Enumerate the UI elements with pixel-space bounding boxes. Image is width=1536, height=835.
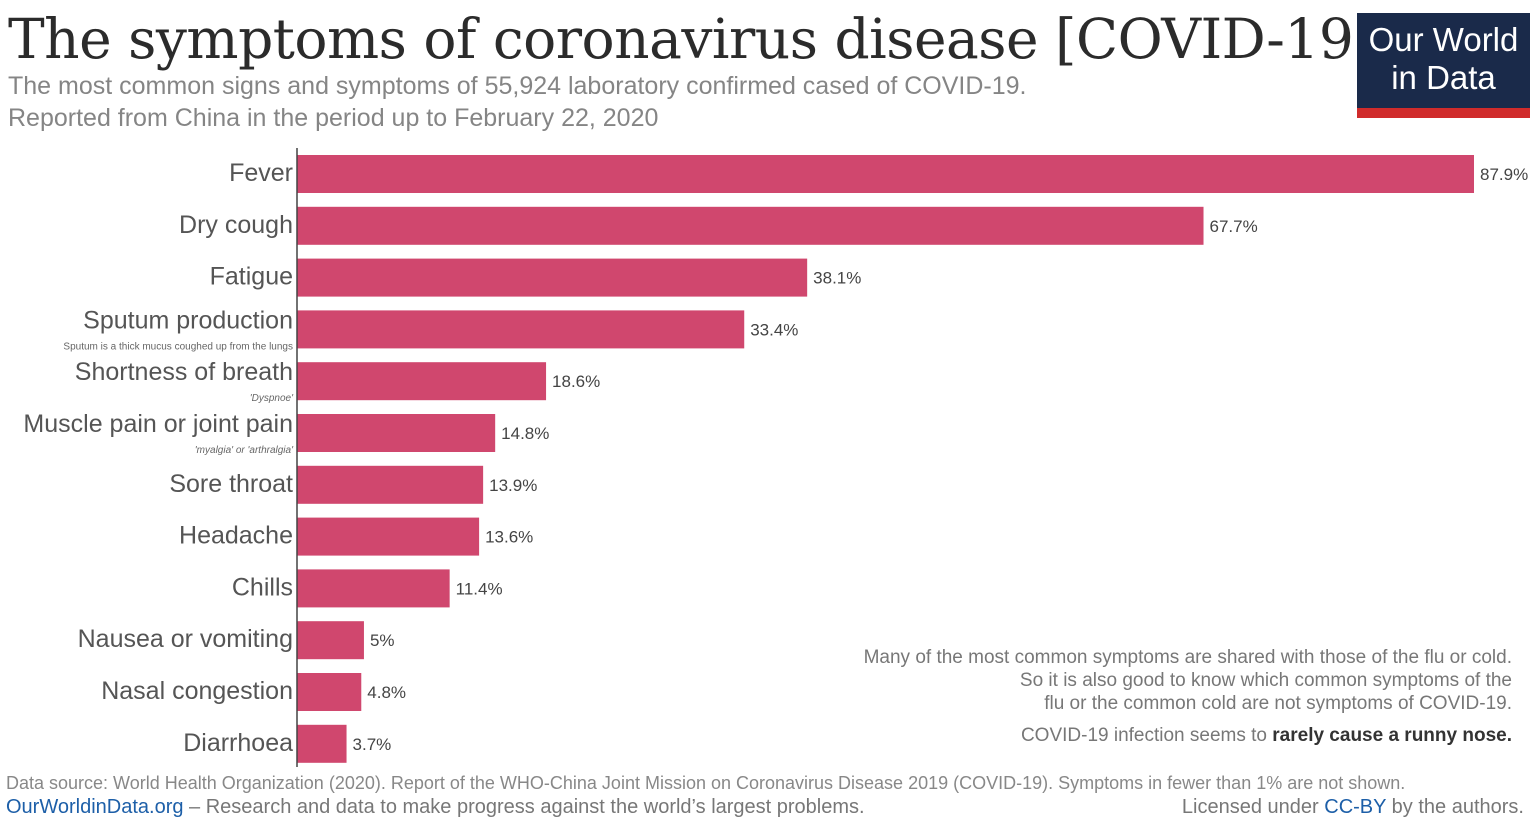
category-label-5: Muscle pain or joint pain <box>23 410 293 438</box>
license-text: Licensed under CC-BY by the authors. <box>1182 794 1524 820</box>
bar-1 <box>297 206 1204 245</box>
category-label-10: Nasal congestion <box>101 677 293 705</box>
logo-line-2: in Data <box>1391 59 1496 96</box>
value-label-5: 14.8% <box>501 424 549 443</box>
category-label-4: Shortness of breath <box>75 358 293 386</box>
data-source: Data source: World Health Organization (… <box>6 773 1406 793</box>
category-label-2: Fatigue <box>210 263 293 291</box>
logo-line-1: Our World <box>1368 21 1519 58</box>
category-label-6: Sore throat <box>169 470 293 498</box>
category-label-1: Dry cough <box>179 211 293 239</box>
license-prefix: Licensed under <box>1181 796 1325 818</box>
footer: OurWorldinData.org – Research and data t… <box>6 794 1524 820</box>
bar-9 <box>297 621 364 660</box>
category-label-3: Sputum production <box>83 306 293 334</box>
bar-5 <box>297 414 496 452</box>
bar-7 <box>297 517 480 556</box>
category-label-11: Diarrhoea <box>183 729 293 757</box>
value-label-3: 33.4% <box>750 320 798 339</box>
category-label-7: Headache <box>179 522 293 550</box>
subtitle-line-2: Reported from China in the period up to … <box>8 104 659 132</box>
value-label-2: 38.1% <box>813 269 861 288</box>
bar-6 <box>297 465 484 504</box>
category-label-9: Nausea or vomiting <box>78 625 293 653</box>
bar-8 <box>297 569 450 608</box>
note-runny-prefix: COVID-19 infection seems to <box>1020 725 1273 746</box>
category-label-8: Chills <box>232 573 293 601</box>
value-label-11: 3.7% <box>353 735 392 754</box>
chart-subtitle: The most common signs and symptoms of 55… <box>8 70 1308 134</box>
license-suffix: by the authors. <box>1386 796 1524 818</box>
bar-11 <box>297 724 347 763</box>
value-label-4: 18.6% <box>552 372 600 391</box>
bar-0 <box>297 155 1474 193</box>
bar-3 <box>297 310 745 349</box>
chart-title: The symptoms of coronavirus disease [COV… <box>8 7 1375 71</box>
chart-annotation: Many of the most common symptoms are sha… <box>752 646 1512 747</box>
value-label-6: 13.9% <box>489 476 537 495</box>
category-sublabel-4: 'Dyspnoe' <box>250 393 294 404</box>
note-line-2: So it is also good to know which common … <box>1019 670 1512 691</box>
bar-2 <box>297 258 808 297</box>
footer-tagline: – Research and data to make progress aga… <box>183 796 865 818</box>
category-label-0: Fever <box>229 159 293 187</box>
value-label-7: 13.6% <box>485 528 533 547</box>
bar-4 <box>297 362 547 401</box>
value-label-0: 87.9% <box>1480 165 1528 184</box>
value-label-1: 67.7% <box>1210 217 1258 236</box>
value-label-10: 4.8% <box>367 683 406 702</box>
note-line-1: Many of the most common symptoms are sha… <box>863 647 1512 668</box>
owid-site-link[interactable]: OurWorldinData.org <box>6 796 184 818</box>
symptoms-bar-chart: 87.9% Fever 67.7% Dry cough 38.1% Fatigue 33.4… <box>23 148 1528 767</box>
owid-logo[interactable]: Our World in Data <box>1357 13 1530 118</box>
category-sublabel-3: Sputum is a thick mucus coughed up from … <box>63 341 293 352</box>
note-line-3: flu or the common cold are not symptoms … <box>1044 693 1512 714</box>
value-label-8: 11.4% <box>456 579 503 598</box>
bar-10 <box>297 673 362 711</box>
value-label-9: 5% <box>370 631 395 650</box>
subtitle-line-1: The most common signs and symptoms of 55… <box>8 72 1027 100</box>
note-runny-nose: COVID-19 infection seems to rarely cause… <box>752 724 1512 747</box>
cc-by-link[interactable]: CC-BY <box>1324 796 1387 818</box>
note-runny-strong: rarely cause a runny nose. <box>1272 725 1512 746</box>
category-sublabel-5: 'myalgia' or 'arthralgia' <box>195 445 294 456</box>
